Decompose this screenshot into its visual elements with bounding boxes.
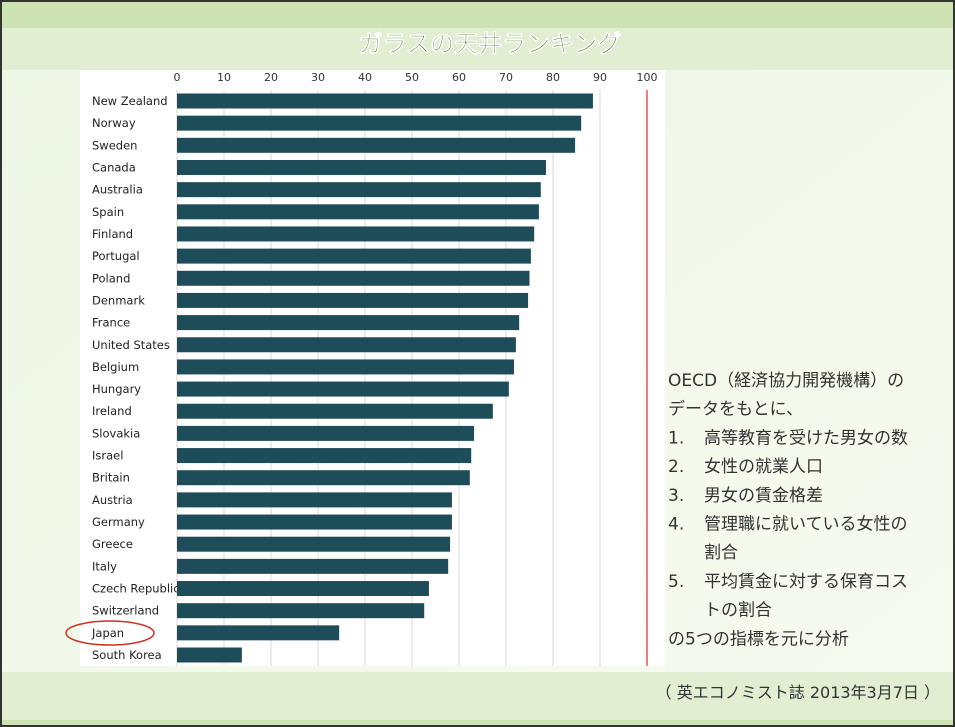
bar [177, 315, 520, 331]
bar [177, 248, 531, 264]
bar [177, 514, 452, 530]
highlight-ellipse [65, 620, 155, 646]
bar [177, 647, 242, 663]
source: （ 英エコノミスト誌 2013年3月7日 ） [656, 683, 940, 702]
y-tick-label: Greece [92, 537, 133, 551]
y-tick-label: Britain [92, 471, 130, 485]
y-tick-label: Belgium [92, 360, 139, 374]
note-line: 高等教育を受けた男女の数 [704, 428, 908, 448]
note-number: 2. [668, 457, 684, 477]
bar [177, 603, 425, 619]
y-tick-label: Spain [92, 205, 124, 219]
y-tick-label: Canada [92, 160, 136, 174]
note-number: 5. [668, 572, 684, 592]
y-tick-label: Denmark [92, 293, 145, 307]
note-line: トの割合 [704, 601, 772, 621]
bar [177, 93, 593, 109]
chart-title: ガラスの天井ランキング [359, 30, 622, 58]
note-number: 3. [668, 486, 684, 506]
bar [177, 204, 539, 220]
bar [177, 625, 340, 641]
x-tick-label: 60 [452, 71, 466, 84]
note-line: 割合 [704, 543, 738, 563]
y-tick-label: Slovakia [92, 426, 140, 440]
y-tick-label: Ireland [92, 404, 132, 418]
x-tick-label: 80 [546, 71, 560, 84]
y-tick-label: United States [92, 338, 170, 352]
note-number: 4. [668, 515, 684, 535]
plot: 0 10 20 30 40 50 60 70 80 90 100 New Zealand Norway S… [91, 71, 658, 666]
title-band [0, 28, 955, 70]
bar [177, 292, 529, 308]
footer-band [0, 672, 955, 720]
y-tick-label: Switzerland [92, 604, 159, 618]
y-tick-label: Portugal [92, 249, 140, 263]
bar [177, 337, 516, 353]
bar [177, 115, 582, 131]
x-tick-label: 30 [311, 71, 325, 84]
bar [177, 581, 429, 597]
y-tick-label: Czech Republic [92, 582, 180, 596]
y-tick-label: Italy [92, 559, 117, 573]
y-tick-label: Poland [92, 271, 130, 285]
y-tick-label: Norway [92, 116, 136, 130]
x-tick-label: 100 [637, 71, 658, 84]
note-line: 管理職に就いている女性の [704, 515, 908, 535]
note-line: OECD（経済協力開発機構）の [668, 371, 904, 391]
y-tick-label: Hungary [92, 382, 141, 396]
bar [177, 226, 535, 242]
x-tick-label: 0 [174, 71, 181, 84]
note-line: の5つの指標を元に分析 [668, 629, 849, 649]
bar [177, 159, 546, 175]
y-tick-label: Australia [92, 183, 143, 197]
y-tick-label: Germany [92, 515, 145, 529]
y-tick-label: Israel [92, 449, 123, 463]
x-tick-label: 70 [499, 71, 513, 84]
bar [177, 448, 472, 464]
note-line: データをもとに、 [668, 399, 803, 420]
y-tick-label: Finland [92, 227, 133, 241]
note-number: 1. [668, 428, 684, 448]
y-tick-label: Sweden [92, 138, 137, 152]
note-line: 男女の賃金格差 [704, 486, 823, 506]
top-band [0, 0, 955, 28]
bar [177, 182, 541, 198]
note-line: 女性の就業人口 [704, 457, 823, 477]
bar [177, 403, 493, 419]
bar [177, 137, 576, 153]
bar [177, 359, 514, 375]
y-tick-label: New Zealand [92, 94, 168, 108]
bar [177, 270, 530, 286]
bar [177, 425, 475, 441]
x-tick-label: 50 [405, 71, 419, 84]
bar [177, 492, 452, 508]
bar [177, 470, 470, 486]
x-tick-label: 90 [593, 71, 607, 84]
y-tick-label: South Korea [92, 648, 162, 662]
note-line: 平均賃金に対する保育コス [704, 572, 908, 592]
bar [177, 558, 449, 574]
x-tick-label: 20 [264, 71, 278, 84]
bottom-band [0, 720, 955, 727]
x-tick-label: 40 [358, 71, 372, 84]
bar [177, 536, 451, 552]
bar [177, 381, 509, 397]
y-tick-label: France [92, 316, 130, 330]
x-tick-label: 10 [217, 71, 231, 84]
y-tick-label: Japan [91, 626, 124, 640]
y-tick-label: Austria [92, 493, 133, 507]
